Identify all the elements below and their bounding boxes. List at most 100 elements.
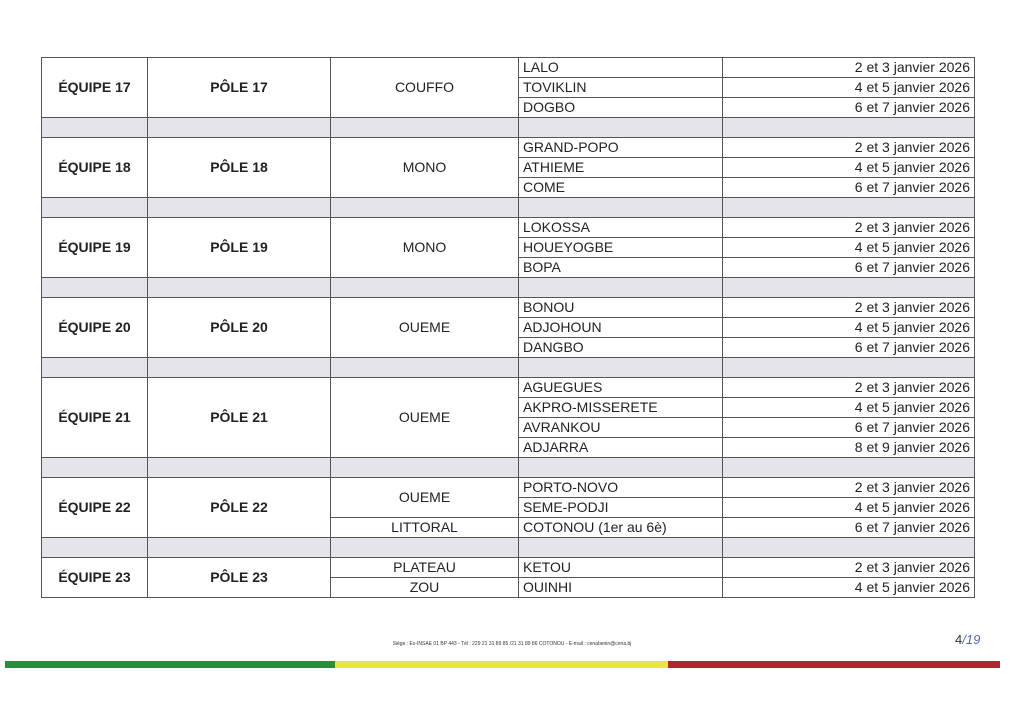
date-cell: 2 et 3 janvier 2026 [722, 57, 975, 78]
department-cell: LITTORAL [330, 517, 519, 538]
table-row: ÉQUIPE 22 PÔLE 22 OUEME PORTO-NOVO 2 et 3 ja… [41, 477, 975, 538]
separator-cell [41, 197, 148, 218]
department-cell: OUEME [330, 477, 519, 518]
table-row: ÉQUIPE 19 PÔLE 19 MONO LOKOSSA 2 et 3 janvie… [41, 217, 975, 278]
flag-bar-green [5, 661, 335, 668]
date-cell: 6 et 7 janvier 2026 [722, 517, 975, 538]
commune-cell: DANGBO [518, 337, 723, 358]
table-row: BOPA 6 et 7 janvier 2026 [42, 257, 975, 278]
separator-cell [147, 277, 331, 298]
separator-row [41, 277, 975, 298]
schedule-table: ÉQUIPE 17 PÔLE 17 COUFFO LALO 2 et 3 janvier… [41, 57, 975, 598]
commune-cell: COTONOU (1er au 6è) [518, 517, 723, 538]
date-cell: 6 et 7 janvier 2026 [722, 417, 975, 438]
separator-cell [518, 277, 723, 298]
page-current: 4 [955, 632, 963, 647]
date-cell: 6 et 7 janvier 2026 [722, 257, 975, 278]
separator-cell [330, 457, 519, 478]
separator-cell [330, 197, 519, 218]
equipe-cell: ÉQUIPE 20 [41, 297, 148, 358]
date-cell: 4 et 5 janvier 2026 [722, 157, 975, 178]
department-cell: PLATEAU [330, 557, 519, 578]
table-row: ADJOHOUN 4 et 5 janvier 2026 [42, 317, 975, 338]
table-row: DANGBO 6 et 7 janvier 2026 [42, 337, 975, 358]
date-cell: 6 et 7 janvier 2026 [722, 97, 975, 118]
pole-cell: PÔLE 23 [147, 557, 331, 598]
page-number: 4/19 [955, 632, 981, 647]
equipe-cell: ÉQUIPE 21 [41, 377, 148, 458]
commune-cell: AKPRO-MISSERETE [518, 397, 723, 418]
separator-cell [41, 117, 148, 138]
table-row: AKPRO-MISSERETE 4 et 5 janvier 2026 [42, 397, 975, 418]
date-cell: 4 et 5 janvier 2026 [722, 237, 975, 258]
equipe-cell: ÉQUIPE 19 [41, 217, 148, 278]
pole-cell: PÔLE 22 [147, 477, 331, 538]
date-cell: 4 et 5 janvier 2026 [722, 497, 975, 518]
table-row: ÉQUIPE 20 PÔLE 20 OUEME BONOU 2 et 3 janvier… [41, 297, 975, 358]
flag-bar-red [668, 661, 1000, 668]
commune-cell: DOGBO [518, 97, 723, 118]
separator-cell [722, 117, 975, 138]
table-row: ÉQUIPE 21 PÔLE 21 OUEME AGUEGUES 2 et 3 janv… [41, 377, 975, 458]
commune-cell: AVRANKOU [518, 417, 723, 438]
date-cell: 8 et 9 janvier 2026 [722, 437, 975, 458]
department-cell: OUEME [330, 297, 519, 358]
commune-cell: PORTO-NOVO [518, 477, 723, 498]
separator-row [41, 117, 975, 138]
commune-cell: GRAND-POPO [518, 137, 723, 158]
separator-cell [722, 277, 975, 298]
page-total: 19 [965, 632, 981, 647]
commune-cell: ATHIEME [518, 157, 723, 178]
table-row: ÉQUIPE 18 PÔLE 18 MONO GRAND-POPO 2 et 3 jan… [41, 137, 975, 198]
separator-cell [330, 117, 519, 138]
date-cell: 2 et 3 janvier 2026 [722, 297, 975, 318]
separator-row [41, 357, 975, 378]
department-cell: ZOU [330, 577, 519, 598]
commune-cell: KETOU [518, 557, 723, 578]
separator-cell [722, 537, 975, 558]
date-cell: 6 et 7 janvier 2026 [722, 337, 975, 358]
table-row: ATHIEME 4 et 5 janvier 2026 [42, 157, 975, 178]
separator-cell [147, 117, 331, 138]
separator-cell [147, 457, 331, 478]
flag-bar-yellow [335, 661, 668, 668]
date-cell: 4 et 5 janvier 2026 [722, 317, 975, 338]
pole-cell: PÔLE 18 [147, 137, 331, 198]
equipe-cell: ÉQUIPE 22 [41, 477, 148, 538]
table-row: AVRANKOU 6 et 7 janvier 2026 [42, 417, 975, 438]
commune-cell: LOKOSSA [518, 217, 723, 238]
separator-cell [147, 357, 331, 378]
date-cell: 4 et 5 janvier 2026 [722, 397, 975, 418]
separator-cell [330, 357, 519, 378]
date-cell: 2 et 3 janvier 2026 [722, 217, 975, 238]
separator-row [41, 457, 975, 478]
separator-cell [41, 537, 148, 558]
commune-cell: HOUEYOGBE [518, 237, 723, 258]
table-row: LITTORAL COTONOU (1er au 6è) 6 et 7 janvie… [42, 517, 975, 538]
commune-cell: SEME-PODJI [518, 497, 723, 518]
separator-cell [330, 537, 519, 558]
commune-cell: COME [518, 177, 723, 198]
separator-row [41, 197, 975, 218]
date-cell: 2 et 3 janvier 2026 [722, 137, 975, 158]
department-cell: MONO [330, 217, 519, 278]
commune-cell: ADJARRA [518, 437, 723, 458]
pole-cell: PÔLE 19 [147, 217, 331, 278]
separator-row [41, 537, 975, 558]
separator-cell [518, 537, 723, 558]
pole-cell: PÔLE 17 [147, 57, 331, 118]
separator-cell [722, 197, 975, 218]
footer-address: Siège : Ex-INSAE 01 BP 443 - Tél : 229 2… [392, 641, 632, 647]
commune-cell: LALO [518, 57, 723, 78]
commune-cell: ADJOHOUN [518, 317, 723, 338]
separator-cell [41, 277, 148, 298]
pole-cell: PÔLE 20 [147, 297, 331, 358]
table-row: ADJARRA 8 et 9 janvier 2026 [42, 437, 975, 458]
separator-cell [518, 117, 723, 138]
separator-cell [41, 457, 148, 478]
department-cell: COUFFO [330, 57, 519, 118]
separator-cell [722, 457, 975, 478]
commune-cell: OUINHI [518, 577, 723, 598]
separator-cell [330, 277, 519, 298]
commune-cell: TOVIKLIN [518, 77, 723, 98]
